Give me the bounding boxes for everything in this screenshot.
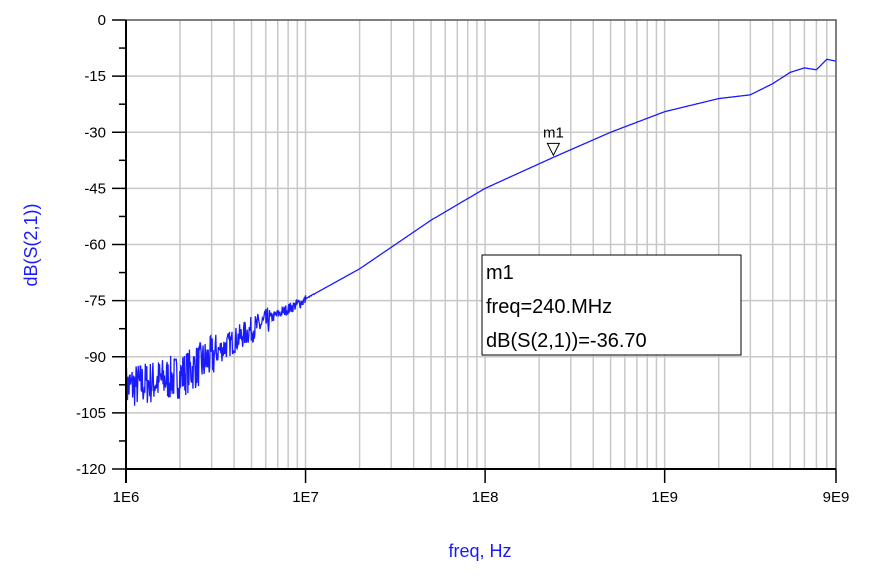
grid: [126, 20, 836, 469]
x-tick-label: 1E6: [113, 489, 140, 506]
y-axis-label: dB(S(2,1)): [21, 203, 41, 286]
marker-freq: freq=240.MHz: [486, 296, 612, 318]
x-tick-label: 1E9: [651, 489, 678, 506]
tick-labels: 0 -15 -30 -45 -60 -75 -90 -105 -120 1E6 1E7 1E8 1E9 9…: [76, 12, 849, 506]
y-tick-label: 0: [98, 12, 106, 29]
y-tick-label: -120: [76, 461, 106, 478]
y-tick-label: -60: [84, 237, 106, 254]
y-tick-label: -15: [84, 68, 106, 85]
x-axis-label: freq, Hz: [448, 541, 511, 561]
x-tick-label: 9E9: [823, 489, 850, 506]
marker-name: m1: [486, 262, 514, 284]
marker-label: m1: [543, 124, 564, 141]
x-tick-label: 1E8: [472, 489, 499, 506]
x-tick-label: 1E7: [292, 489, 319, 506]
y-tick-label: -105: [76, 405, 106, 422]
marker-triangle[interactable]: [546, 142, 561, 157]
marker-readout-box: m1 freq=240.MHz dB(S(2,1))=-36.70: [481, 254, 742, 356]
marker-value: dB(S(2,1))=-36.70: [486, 330, 647, 352]
y-tick-label: -75: [84, 293, 106, 310]
y-tick-label: -45: [84, 180, 106, 197]
axes: [112, 19, 837, 483]
y-tick-label: -90: [84, 349, 106, 366]
series-line: [125, 58, 837, 410]
y-tick-label: -30: [84, 124, 106, 141]
